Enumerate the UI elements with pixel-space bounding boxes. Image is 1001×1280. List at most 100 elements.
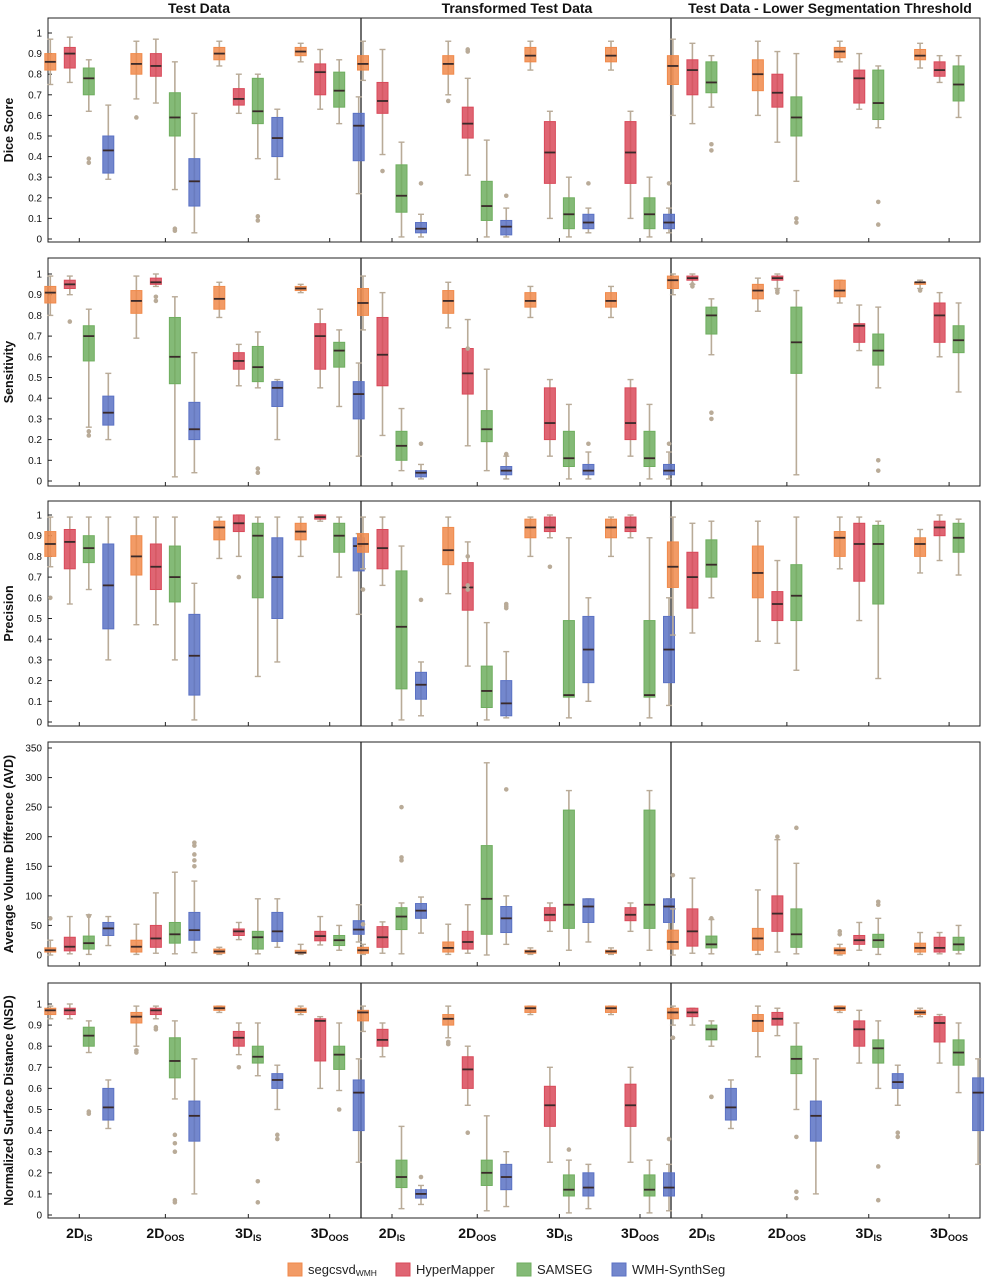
panel-2 xyxy=(666,825,965,966)
outlier-point xyxy=(794,1195,799,1201)
box-samseg xyxy=(395,804,408,955)
outlier-point xyxy=(465,47,471,52)
box-iqr xyxy=(168,921,181,944)
box-segcsvd xyxy=(666,872,679,956)
outlier-point xyxy=(153,298,159,304)
box-samseg xyxy=(562,403,575,480)
box-segcsvd xyxy=(357,40,369,82)
outlier-point xyxy=(566,1147,572,1152)
box-segcsvd xyxy=(524,516,537,558)
box-samseg xyxy=(82,913,95,956)
box-iqr xyxy=(168,1037,181,1079)
box-iqr xyxy=(872,524,885,605)
box-iqr xyxy=(543,1085,556,1127)
box-iqr xyxy=(790,908,803,948)
outlier-point xyxy=(445,1041,451,1047)
outlier-point xyxy=(86,429,92,434)
box-wmh-synthseg xyxy=(415,1174,427,1206)
y-tick-label: 250 xyxy=(25,803,42,814)
box-hypermapper xyxy=(771,1007,784,1037)
box-iqr xyxy=(395,570,408,690)
box-iqr xyxy=(442,1014,455,1026)
box-wmh-synthseg xyxy=(724,1079,737,1130)
y-tick-label: 0.2 xyxy=(28,435,42,446)
box-iqr xyxy=(790,1045,803,1075)
legend-item-samseg: SAMSEG xyxy=(516,1262,593,1277)
box-segcsvd xyxy=(751,520,764,642)
box-iqr xyxy=(933,61,946,77)
y-tick-label: 0.1 xyxy=(28,214,42,225)
row-frame xyxy=(47,500,981,727)
box-iqr xyxy=(562,809,575,929)
box-samseg xyxy=(251,898,264,955)
outlier-point xyxy=(153,294,159,300)
box-iqr xyxy=(44,1007,57,1016)
y-tick-label: 0.3 xyxy=(28,173,42,184)
outlier-point xyxy=(360,921,366,927)
outlier-point xyxy=(172,1149,178,1154)
box-iqr xyxy=(395,907,408,931)
box-hypermapper xyxy=(543,378,556,457)
outlier-point xyxy=(794,216,799,221)
box-segcsvd xyxy=(294,516,307,558)
box-wmh-synthseg xyxy=(582,1163,595,1210)
legend-item-hypermapper: HyperMapper xyxy=(395,1262,495,1277)
legend-label: SAMSEG xyxy=(537,1262,593,1277)
box-iqr xyxy=(751,59,764,92)
row-frame xyxy=(47,17,981,243)
outlier-point xyxy=(360,587,366,592)
box-iqr xyxy=(271,537,284,620)
panel-0 xyxy=(44,840,365,966)
box-hypermapper xyxy=(933,291,946,358)
box-iqr xyxy=(705,1024,718,1041)
column-titles: Test Data Transformed Test Data Test Dat… xyxy=(168,0,972,16)
box-samseg xyxy=(562,1147,575,1214)
box-samseg xyxy=(872,520,885,680)
x-category-label: 2DOOS xyxy=(768,1225,806,1243)
box-iqr xyxy=(543,387,556,441)
box-wmh-synthseg xyxy=(500,451,513,480)
box-hypermapper xyxy=(624,902,637,933)
box-iqr xyxy=(395,164,408,213)
box-wmh-synthseg xyxy=(188,840,201,954)
box-segcsvd xyxy=(605,516,617,558)
metric-row-3: 0 50 100 150 200 250 300 350 Average Volume Diff… xyxy=(2,741,981,967)
box-iqr xyxy=(82,325,95,362)
outlier-point xyxy=(465,346,471,351)
outlier-point xyxy=(275,1132,280,1138)
y-tick-label: 0.9 xyxy=(28,531,42,542)
box-hypermapper xyxy=(461,904,474,954)
box-segcsvd xyxy=(751,1005,764,1058)
box-segcsvd xyxy=(357,1005,369,1033)
box-hypermapper xyxy=(543,902,556,933)
box-hypermapper xyxy=(232,1022,245,1070)
y-tick-label: 0.4 xyxy=(28,152,42,163)
y-axis-label: Sensitivity xyxy=(2,341,16,404)
box-samseg xyxy=(790,1022,803,1201)
box-iqr xyxy=(251,930,264,950)
box-iqr xyxy=(751,283,764,300)
box-iqr xyxy=(872,1039,885,1064)
panel-2 xyxy=(666,1005,985,1218)
box-segcsvd xyxy=(442,1005,455,1047)
outlier-point xyxy=(465,587,471,592)
y-tick-label: 0.4 xyxy=(28,1126,42,1137)
y-tick-label: 0.1 xyxy=(28,1189,42,1200)
y-axis-label: Normalized Surface Distance (NSD) xyxy=(2,995,16,1205)
box-wmh-synthseg xyxy=(271,516,284,663)
box-segcsvd xyxy=(751,40,764,117)
box-samseg xyxy=(705,1020,718,1100)
box-hypermapper xyxy=(376,291,389,437)
box-samseg xyxy=(872,306,885,473)
box-segcsvd xyxy=(294,283,307,294)
box-iqr xyxy=(63,528,76,570)
outlier-point xyxy=(875,468,881,473)
box-samseg xyxy=(480,139,493,238)
box-iqr xyxy=(952,65,965,102)
outlier-point xyxy=(666,1136,672,1142)
x-category-label: 3DIS xyxy=(235,1225,261,1243)
box-hypermapper xyxy=(461,1045,474,1136)
box-segcsvd xyxy=(605,947,617,956)
box-iqr xyxy=(952,325,965,354)
y-tick-label: 0.6 xyxy=(28,352,42,363)
